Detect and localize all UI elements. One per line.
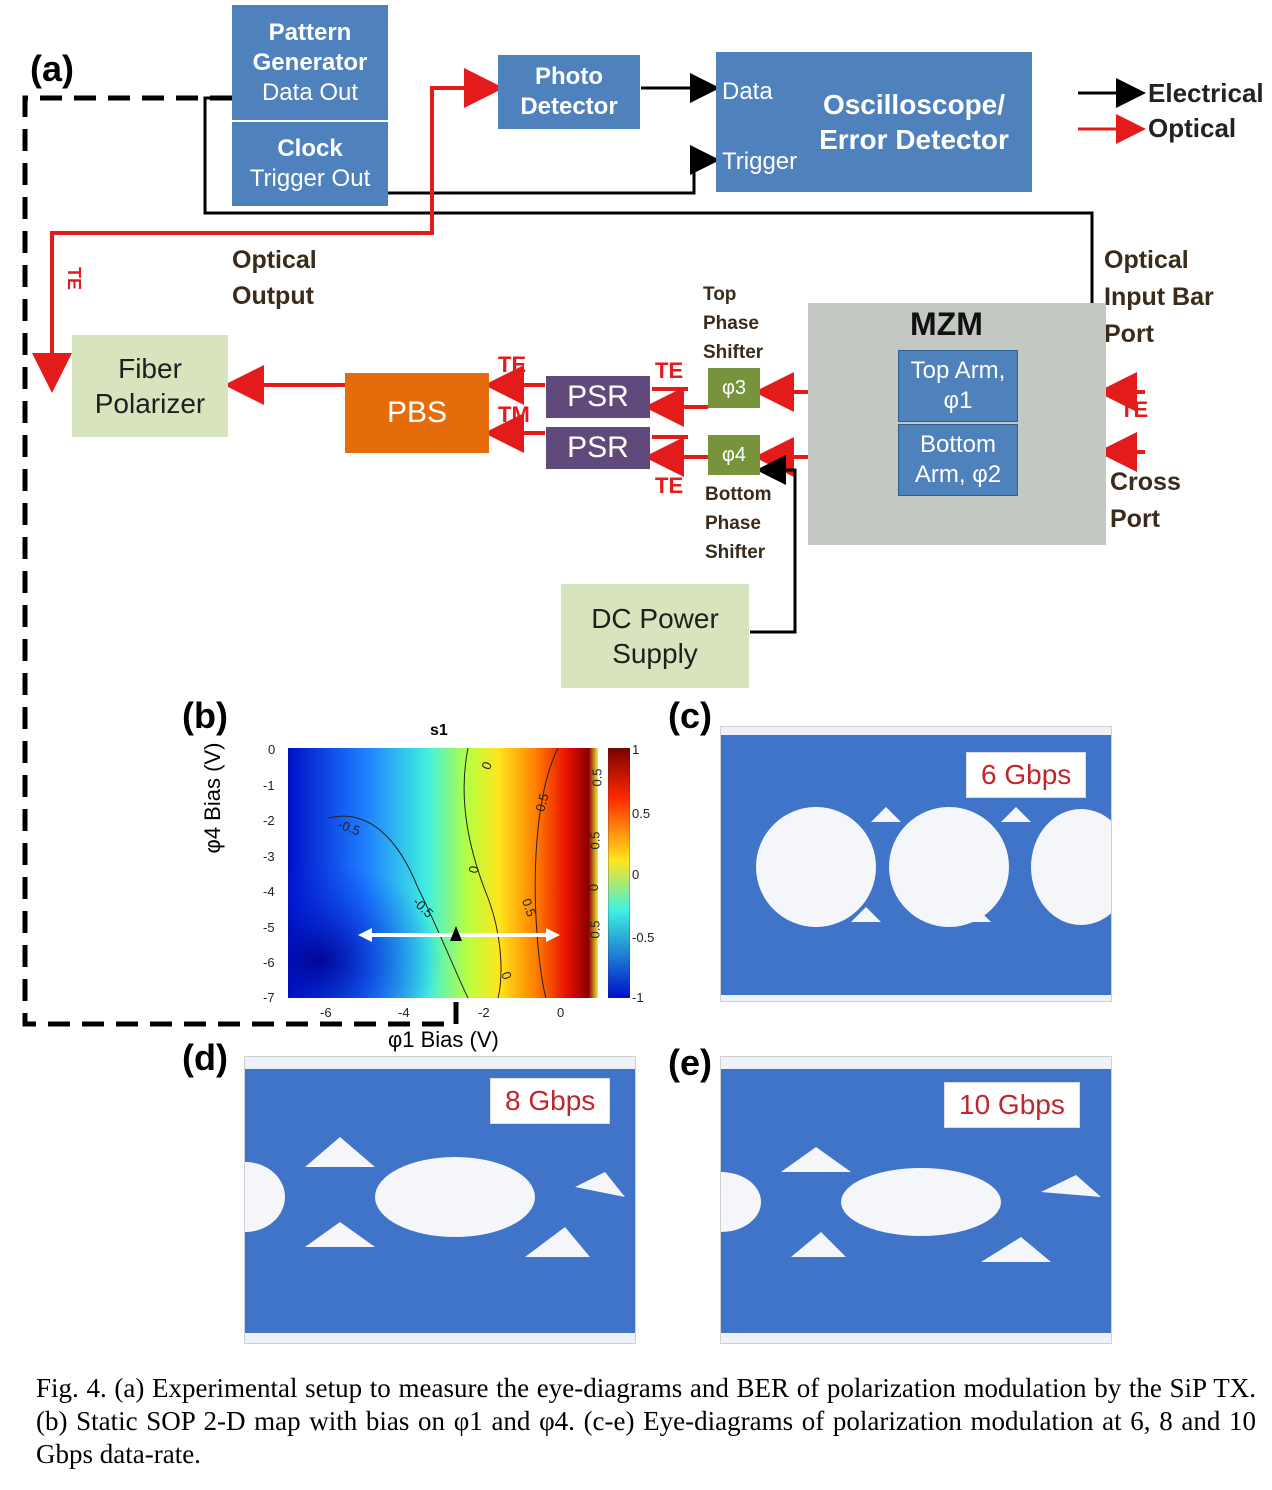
te-label-pbs-top: TE (498, 352, 527, 377)
map-xtick: -6 (320, 1005, 332, 1020)
te-label-psr-bottom: TE (655, 473, 684, 498)
map-ytick: -5 (263, 920, 275, 935)
clock-label: Clock (277, 135, 343, 162)
map-ytick: -1 (263, 778, 275, 793)
tm-label-pbs: TM (498, 402, 530, 427)
contour-label: 0 (586, 883, 602, 892)
map-xtick: -2 (478, 1005, 490, 1020)
sop-map-plot (288, 748, 598, 998)
photo-detector-block: Photo Detector (498, 55, 640, 129)
mzm-title: MZM (910, 306, 983, 342)
top-phase-shifter-label: Top Phase Shifter (703, 284, 764, 363)
cross-port-label: Cross Port (1110, 468, 1181, 533)
trigger-out-label: Trigger Out (249, 165, 371, 192)
contour-label: 0.5 (587, 920, 603, 939)
cbar-tick: -0.5 (632, 930, 655, 945)
dashed-bias-line (22, 95, 459, 1027)
contour-label: 0.5 (589, 768, 605, 787)
te-label-input: TE (1120, 397, 1149, 422)
panel-label-e: (e) (668, 1042, 712, 1083)
contour-label: 0.5 (587, 831, 603, 850)
trigger-wire (388, 145, 720, 195)
map-ytick: -4 (263, 884, 275, 899)
panel-label-a: (a) (30, 48, 74, 89)
rate-label-6gbps: 6 Gbps (966, 752, 1087, 798)
phi4-label: φ4 (721, 443, 747, 466)
te-label-feedback: TE (64, 266, 85, 291)
mzm-top-arm: Top Arm, φ1 (898, 350, 1018, 422)
clock-block: Clock Trigger Out (232, 122, 388, 206)
map-ytick: -3 (263, 849, 275, 864)
fiber-polarizer-label: Fiber Polarizer (94, 353, 206, 419)
panel-label-b: (b) (182, 695, 228, 736)
map-ytick: -2 (263, 813, 275, 828)
cbar-tick: 0 (632, 867, 640, 882)
eye-diagram-6gbps (720, 726, 1112, 1002)
cbar-tick: -1 (632, 990, 644, 1005)
eye-diagram-10gbps (720, 1056, 1112, 1344)
map-ytick: -7 (263, 990, 275, 1005)
phi4-phase-shifter: φ4 (708, 435, 760, 475)
cbar-tick: 0.5 (632, 806, 651, 821)
osc-data-label: Data (722, 78, 773, 105)
sop-map-colorbar (608, 748, 630, 998)
legend-optical: Optical (1148, 113, 1237, 143)
data-out-label: Data Out (261, 78, 359, 106)
figure-caption: Fig. 4. (a) Experimental setup to measur… (36, 1373, 1256, 1469)
mzm-bottom-arm: Bottom Arm, φ2 (898, 424, 1018, 496)
map-title: s1 (430, 722, 448, 739)
cbar-tick: 1 (632, 742, 640, 757)
map-xlabel: φ1 Bias (V) (388, 1027, 499, 1052)
panel-label-c: (c) (668, 695, 712, 736)
pbs-block: PBS (345, 373, 489, 453)
phi3-label: φ3 (721, 376, 747, 399)
pbs-label: PBS (386, 396, 448, 430)
eye-pattern-c (721, 727, 1111, 1001)
psr-bottom-label: PSR (567, 431, 629, 465)
legend-electrical: Electrical (1148, 78, 1264, 108)
dc-power-supply-label: DC Power Supply (591, 603, 719, 669)
optical-input-bar-port-label: Optical Input Bar Port (1104, 246, 1214, 348)
psr-bottom-block: PSR (546, 427, 650, 469)
rate-label-10gbps: 10 Gbps (944, 1082, 1080, 1128)
bottom-phase-shifter-label: Bottom Phase Shifter (705, 484, 772, 563)
fiber-polarizer-block: Fiber Polarizer (72, 335, 228, 437)
dc-wire (750, 455, 797, 634)
oscilloscope-block: Oscilloscope/ Error Detector (716, 52, 1032, 192)
phi3-phase-shifter: φ3 (708, 368, 760, 408)
photo-detector-label: Photo Detector (520, 63, 618, 120)
osc-trigger-label: Trigger (722, 148, 798, 175)
panel-label-d: (d) (182, 1037, 228, 1078)
map-xtick: 0 (557, 1005, 565, 1020)
optical-output-label: Optical Output (232, 246, 317, 310)
psr-top-block: PSR (546, 376, 650, 418)
oscilloscope-title: Oscilloscope/ Error Detector (819, 89, 1009, 155)
te-label-psr-top: TE (655, 358, 684, 383)
mzm-top-arm-label: Top Arm, φ1 (910, 357, 1006, 414)
map-ytick: -6 (263, 955, 275, 970)
mzm-bottom-arm-label: Bottom Arm, φ2 (914, 431, 1002, 488)
map-ytick: 0 (268, 742, 276, 757)
eye-pattern-e (721, 1057, 1111, 1343)
psr-top-label: PSR (567, 380, 629, 414)
dc-power-supply-block: DC Power Supply (561, 584, 749, 688)
map-ylabel: φ4 Bias (V) (200, 742, 225, 854)
pattern-generator-title: Pattern Generator (252, 18, 368, 76)
rate-label-8gbps: 8 Gbps (490, 1078, 611, 1124)
map-xtick: -4 (398, 1005, 410, 1020)
pattern-generator-block: Pattern Generator Data Out (232, 5, 388, 120)
